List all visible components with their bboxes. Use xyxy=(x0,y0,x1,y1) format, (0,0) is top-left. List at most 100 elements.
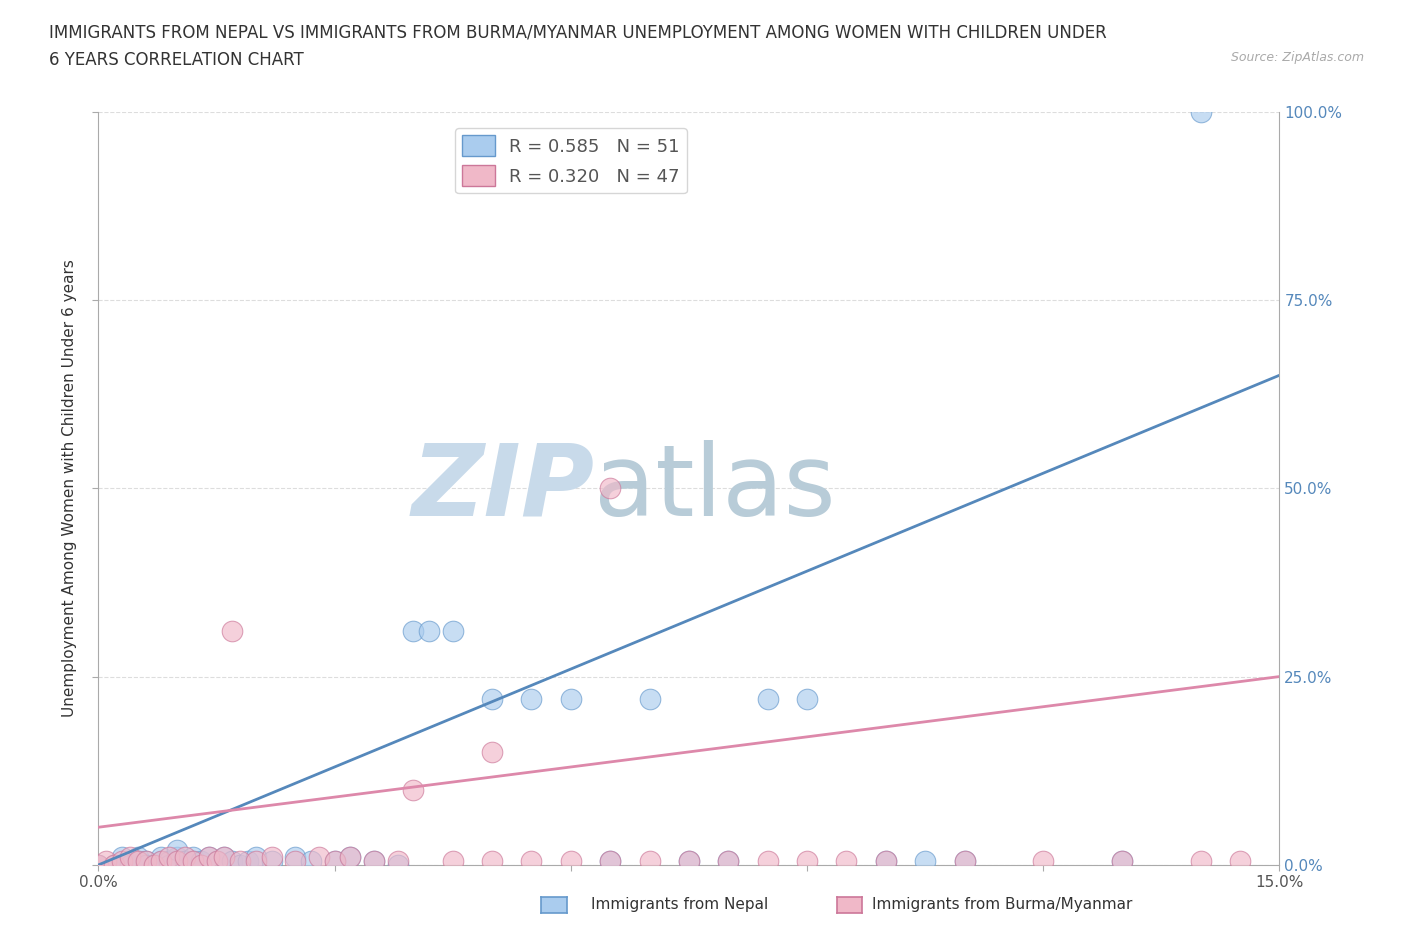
Y-axis label: Unemployment Among Women with Children Under 6 years: Unemployment Among Women with Children U… xyxy=(62,259,77,717)
Text: Source: ZipAtlas.com: Source: ZipAtlas.com xyxy=(1230,51,1364,64)
Point xyxy=(875,854,897,869)
Point xyxy=(363,854,385,869)
Point xyxy=(717,854,740,869)
Point xyxy=(520,854,543,869)
Point xyxy=(756,692,779,707)
Point xyxy=(599,854,621,869)
Point xyxy=(197,850,219,865)
Point xyxy=(166,850,188,865)
Point xyxy=(221,854,243,869)
Point xyxy=(214,850,236,865)
Point xyxy=(481,854,503,869)
Point xyxy=(214,850,236,865)
Point xyxy=(323,854,346,869)
Point xyxy=(284,850,307,865)
Point xyxy=(87,857,110,872)
Point xyxy=(418,624,440,639)
Point xyxy=(260,850,283,865)
Text: IMMIGRANTS FROM NEPAL VS IMMIGRANTS FROM BURMA/MYANMAR UNEMPLOYMENT AMONG WOMEN : IMMIGRANTS FROM NEPAL VS IMMIGRANTS FROM… xyxy=(49,23,1107,41)
Point xyxy=(323,854,346,869)
Point xyxy=(229,857,252,872)
Point xyxy=(678,854,700,869)
Legend: R = 0.585   N = 51, R = 0.320   N = 47: R = 0.585 N = 51, R = 0.320 N = 47 xyxy=(456,128,686,193)
Point xyxy=(1189,854,1212,869)
Point xyxy=(142,857,165,872)
Point xyxy=(181,850,204,865)
Point xyxy=(135,854,157,869)
Point xyxy=(236,854,259,869)
Point xyxy=(166,854,188,869)
Point xyxy=(299,854,322,869)
Point xyxy=(245,854,267,869)
Point xyxy=(953,854,976,869)
Point xyxy=(150,854,173,869)
Point xyxy=(221,624,243,639)
Point xyxy=(150,850,173,865)
Point xyxy=(1111,854,1133,869)
Point xyxy=(118,850,141,865)
Point xyxy=(363,854,385,869)
Point xyxy=(756,854,779,869)
Point xyxy=(599,481,621,496)
Point xyxy=(638,854,661,869)
Point xyxy=(111,850,134,865)
Point xyxy=(835,854,858,869)
Point xyxy=(87,857,110,872)
Point xyxy=(441,624,464,639)
Point xyxy=(1189,104,1212,119)
Point xyxy=(181,854,204,869)
Point xyxy=(135,857,157,872)
Point xyxy=(166,854,188,869)
Point xyxy=(599,854,621,869)
Point xyxy=(245,850,267,865)
Point xyxy=(205,854,228,869)
Point xyxy=(402,624,425,639)
Point xyxy=(174,850,197,865)
Point xyxy=(796,692,818,707)
Point xyxy=(441,854,464,869)
Point xyxy=(142,857,165,872)
Text: Immigrants from Nepal: Immigrants from Nepal xyxy=(591,897,768,912)
Text: 6 YEARS CORRELATION CHART: 6 YEARS CORRELATION CHART xyxy=(49,51,304,69)
Point xyxy=(560,854,582,869)
Point xyxy=(103,857,125,872)
Point xyxy=(387,854,409,869)
Point xyxy=(284,854,307,869)
Point xyxy=(914,854,936,869)
Point xyxy=(1229,854,1251,869)
Point xyxy=(953,854,976,869)
Point xyxy=(260,854,283,869)
Point xyxy=(166,843,188,857)
Point xyxy=(560,692,582,707)
Point xyxy=(402,782,425,797)
Point xyxy=(1032,854,1054,869)
Point xyxy=(229,854,252,869)
Point xyxy=(135,854,157,869)
Point xyxy=(339,850,361,865)
Point xyxy=(174,854,197,869)
Point xyxy=(127,854,149,869)
Point xyxy=(118,857,141,872)
Point xyxy=(481,745,503,760)
Point xyxy=(678,854,700,869)
Point xyxy=(717,854,740,869)
Point xyxy=(796,854,818,869)
Point xyxy=(308,850,330,865)
Point xyxy=(103,857,125,872)
Point xyxy=(157,854,180,869)
Text: ZIP: ZIP xyxy=(412,440,595,537)
Text: Immigrants from Burma/Myanmar: Immigrants from Burma/Myanmar xyxy=(872,897,1132,912)
Point xyxy=(96,854,118,869)
Point xyxy=(205,854,228,869)
Point xyxy=(157,857,180,872)
Point xyxy=(150,854,173,869)
Point xyxy=(387,857,409,872)
Point xyxy=(127,850,149,865)
Point xyxy=(339,850,361,865)
Point xyxy=(190,857,212,872)
Text: atlas: atlas xyxy=(595,440,837,537)
Point xyxy=(127,854,149,869)
Point xyxy=(157,850,180,865)
Point xyxy=(520,692,543,707)
Point xyxy=(181,854,204,869)
